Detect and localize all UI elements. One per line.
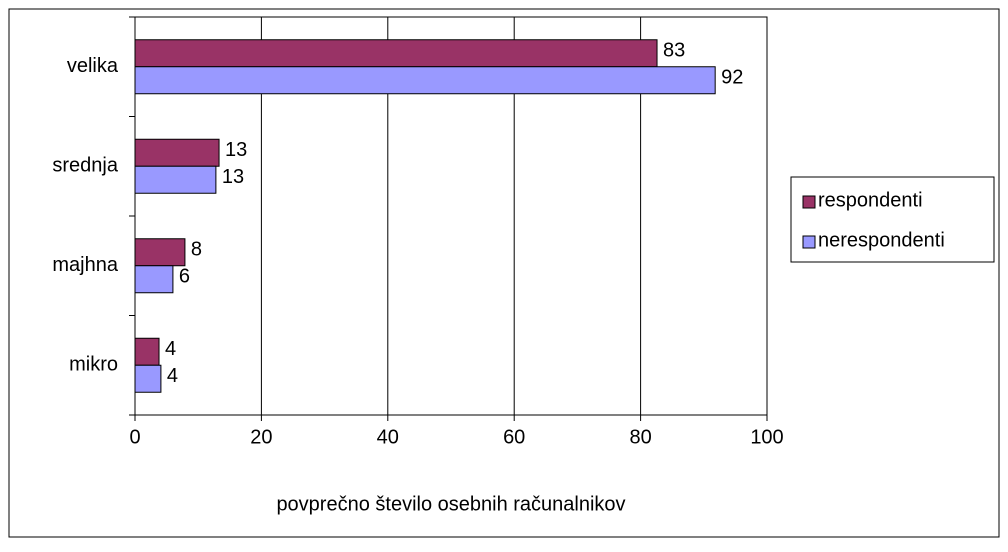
legend-swatch (802, 235, 816, 249)
x-axis-title: povprečno število osebnih računalnikov (276, 493, 625, 515)
y-tick-label: majhna (52, 254, 118, 276)
bar (134, 265, 174, 294)
legend-label: nerespondenti (818, 229, 945, 251)
bar (134, 165, 217, 194)
data-label: 92 (721, 67, 743, 89)
data-label: 13 (225, 139, 247, 161)
y-tick-label: velika (67, 55, 119, 77)
x-tick-label: 0 (129, 426, 140, 448)
x-tick-label: 80 (629, 426, 651, 448)
legend-swatch (802, 195, 816, 209)
x-tick-label: 20 (250, 426, 272, 448)
data-label: 4 (167, 365, 178, 387)
x-tick-label: 100 (750, 426, 783, 448)
data-label: 4 (165, 338, 176, 360)
data-label: 8 (191, 239, 202, 261)
y-tick-label: srednja (52, 155, 118, 177)
data-label: 83 (663, 40, 685, 62)
bar (134, 66, 716, 95)
y-tick-label: mikro (69, 354, 118, 376)
data-label: 6 (179, 266, 190, 288)
legend-label: respondenti (818, 189, 923, 211)
x-tick-label: 60 (503, 426, 525, 448)
bar (134, 39, 658, 68)
bar (134, 138, 220, 167)
chart-frame (8, 8, 1000, 538)
legend-box (790, 176, 995, 263)
bar (134, 238, 186, 267)
bar (134, 364, 162, 393)
bar (134, 337, 160, 366)
x-tick-label: 40 (377, 426, 399, 448)
data-label: 13 (222, 166, 244, 188)
